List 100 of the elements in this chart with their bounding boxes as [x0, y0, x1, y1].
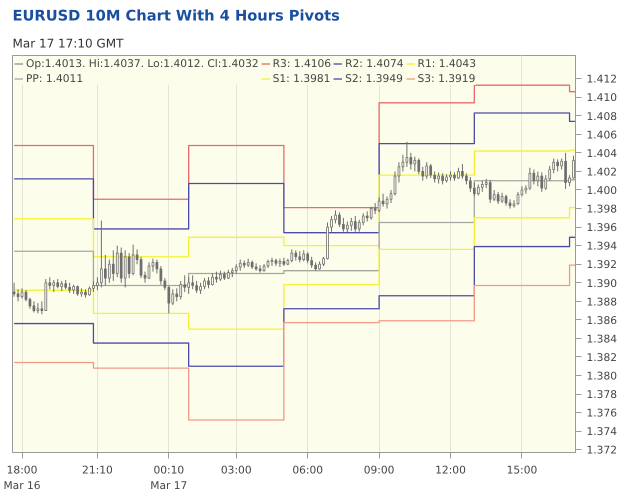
- candlestick: [480, 180, 484, 192]
- candlestick: [108, 259, 111, 284]
- candlestick: [68, 282, 71, 294]
- candlestick: [496, 191, 500, 204]
- legend-label: S2: 1.3949: [345, 72, 403, 85]
- y-tick-label: 1.408: [586, 110, 618, 123]
- x-tick-label: 12:00: [435, 464, 466, 476]
- legend-label: Op:1.4013. Hi:1.4037. Lo:1.4012. Cl:1.4032: [26, 57, 259, 70]
- candlestick: [425, 162, 428, 180]
- candlestick: [36, 302, 40, 314]
- candlestick: [179, 280, 182, 300]
- candlestick: [298, 250, 302, 263]
- y-tick-label: 1.412: [586, 72, 618, 86]
- candlestick: [461, 164, 464, 180]
- candlestick: [457, 167, 460, 180]
- candlestick: [226, 269, 230, 280]
- y-tick-label: 1.398: [586, 202, 618, 216]
- candlestick: [504, 194, 508, 206]
- candlestick: [374, 202, 376, 215]
- candlestick: [302, 250, 306, 262]
- candlestick: [338, 212, 341, 228]
- candlestick: [500, 192, 504, 204]
- candlestick: [60, 280, 64, 292]
- candlestick: [56, 278, 60, 289]
- candlestick: [20, 288, 24, 300]
- candlestick: [128, 252, 130, 279]
- candlestick: [536, 170, 540, 187]
- y-tick-label: 1.378: [586, 388, 618, 402]
- y-tick-label: 1.384: [586, 332, 618, 346]
- candlestick: [183, 274, 186, 293]
- x-tick-label: 18:00 Mar 16: [3, 464, 41, 492]
- candlestick: [132, 244, 134, 276]
- candlestick: [413, 156, 416, 172]
- candlestick: [342, 217, 345, 232]
- y-tick-label: 1.406: [586, 128, 618, 142]
- candlestick: [195, 280, 198, 294]
- candlestick: [346, 221, 349, 234]
- candlestick: [386, 196, 388, 210]
- candlestick: [175, 288, 178, 302]
- chart-title: EURUSD 10M Chart With 4 Hours Pivots: [12, 8, 340, 24]
- candlestick: [219, 270, 222, 282]
- candlestick: [350, 217, 353, 232]
- candlestick: [310, 256, 314, 268]
- x-tick-label: 15:00: [506, 464, 538, 476]
- candlestick: [564, 152, 567, 190]
- y-tick-label: 1.380: [586, 370, 618, 383]
- candlestick: [465, 172, 468, 185]
- candlestick: [406, 141, 408, 168]
- y-tick-label: 1.410: [586, 91, 618, 104]
- candlestick: [104, 254, 107, 286]
- x-tick-label: 00:10 Mar 17: [150, 464, 188, 492]
- candlestick: [52, 279, 56, 293]
- candlestick: [199, 282, 202, 294]
- candlestick: [187, 276, 190, 294]
- candlestick: [370, 206, 373, 220]
- candlestick: [441, 172, 444, 185]
- candlestick: [64, 279, 68, 290]
- candlestick: [116, 245, 119, 278]
- candlestick: [290, 248, 294, 263]
- y-tick-label: 1.404: [586, 146, 618, 160]
- candlestick: [469, 176, 472, 192]
- candlestick: [171, 288, 174, 306]
- candlestick: [394, 170, 396, 196]
- y-tick-label: 1.386: [586, 314, 618, 327]
- y-tick-label: 1.388: [586, 295, 618, 308]
- candlestick: [476, 184, 480, 196]
- candlestick: [449, 170, 452, 182]
- y-tick-label: 1.400: [586, 184, 618, 197]
- candlestick: [556, 158, 559, 172]
- legend-label: S3: 1.3919: [418, 72, 476, 85]
- y-tick-label: 1.390: [586, 276, 618, 290]
- candlestick: [16, 288, 20, 302]
- legend-label: R1: 1.4043: [418, 57, 476, 70]
- candlestick: [124, 250, 127, 288]
- candlestick: [12, 282, 16, 298]
- candlestick: [409, 152, 412, 170]
- candlestick: [203, 278, 206, 290]
- x-tick-label: 06:00: [292, 464, 324, 476]
- candlestick: [306, 252, 310, 264]
- candlestick: [378, 196, 380, 213]
- candlestick: [72, 284, 75, 294]
- candlestick: [429, 164, 432, 178]
- candlestick: [532, 169, 536, 185]
- y-tick-label: 1.392: [586, 258, 618, 272]
- candlestick: [32, 300, 36, 313]
- legend-label: R3: 1.4106: [272, 57, 332, 70]
- candlestick: [207, 276, 210, 289]
- candlestick: [472, 182, 476, 197]
- candlestick: [92, 280, 95, 293]
- candlestick: [358, 219, 361, 232]
- candlestick: [417, 158, 420, 175]
- chart-subtitle: Mar 17 17:10 GMT: [12, 36, 124, 50]
- legend-label: PP: 1.4011: [26, 72, 84, 85]
- candlestick: [366, 210, 369, 222]
- candlestick: [230, 267, 234, 278]
- candlestick: [140, 256, 142, 279]
- candlestick: [112, 250, 115, 282]
- candlestick: [540, 172, 544, 192]
- candlestick: [191, 274, 194, 290]
- candlestick: [238, 259, 242, 272]
